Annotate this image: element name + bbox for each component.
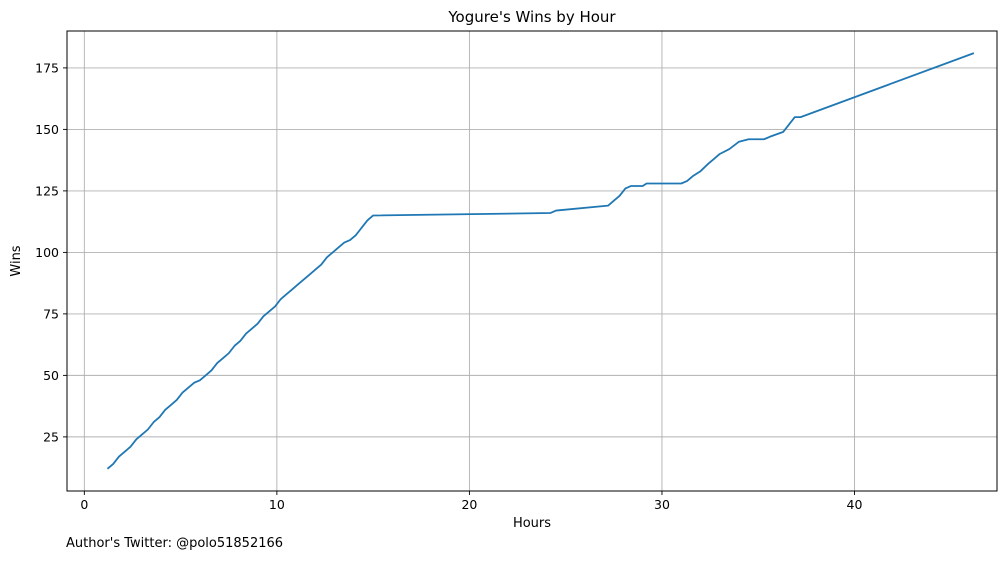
x-axis-ticks: 0 10 20 30 40 xyxy=(80,491,863,512)
x-tick-label: 30 xyxy=(654,497,670,512)
y-tick-label: 100 xyxy=(35,245,59,260)
x-tick-label: 0 xyxy=(80,497,88,512)
y-axis-ticks: 25 50 75 100 125 150 175 xyxy=(35,60,67,444)
x-tick-label: 20 xyxy=(461,497,477,512)
y-tick-label: 175 xyxy=(35,60,59,75)
grid xyxy=(67,31,997,491)
y-axis-label: Wins xyxy=(9,245,24,276)
y-tick-label: 75 xyxy=(43,306,59,321)
x-tick-label: 40 xyxy=(847,497,863,512)
x-tick-label: 10 xyxy=(269,497,285,512)
y-tick-label: 50 xyxy=(43,368,59,383)
author-credit: Author's Twitter: @polo51852166 xyxy=(66,536,284,551)
chart-title: Yogure's Wins by Hour xyxy=(447,8,616,26)
y-tick-label: 25 xyxy=(43,429,59,444)
y-tick-label: 150 xyxy=(35,122,59,137)
x-axis-label: Hours xyxy=(513,516,551,531)
plot-area xyxy=(106,52,975,470)
series-line xyxy=(106,52,975,470)
y-tick-label: 125 xyxy=(35,183,59,198)
plot-frame xyxy=(66,30,998,492)
